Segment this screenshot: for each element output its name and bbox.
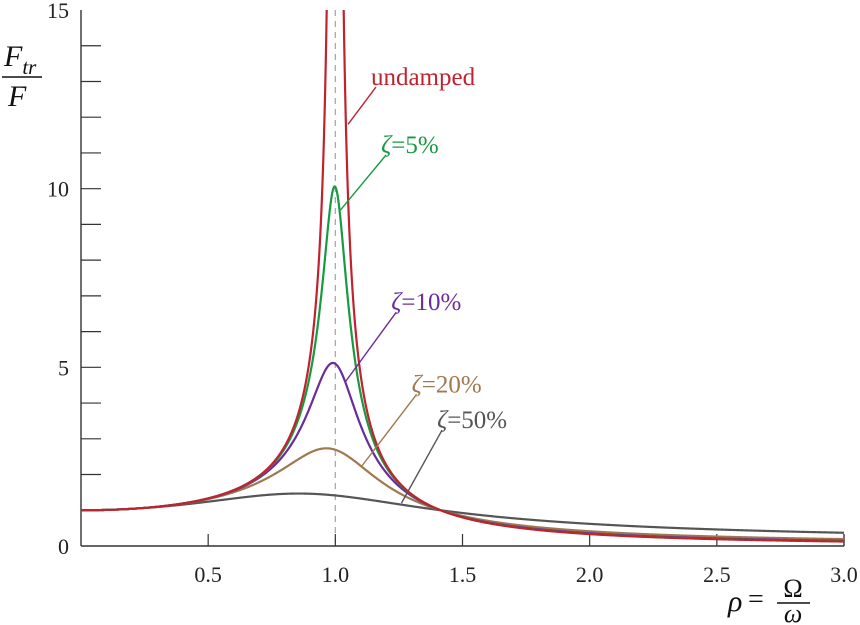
series-label-greek: ζ	[391, 289, 403, 316]
series-label: ζ=10%	[391, 289, 461, 316]
series-leader-line	[347, 86, 377, 125]
series-label-text: =50%	[447, 407, 507, 434]
x-tick-label: 3.0	[830, 562, 858, 587]
series-label: undamped	[371, 64, 476, 91]
x-label-denominator: ω	[784, 599, 802, 625]
series-leader-line	[339, 154, 387, 211]
series-label: ζ=20%	[412, 371, 482, 398]
series-line	[81, 185, 844, 543]
y-ticks: 0 5 10 15	[47, 0, 101, 559]
x-tick-label: 2.0	[576, 562, 604, 587]
series-leader-line	[400, 429, 443, 504]
series-line	[81, 10, 844, 543]
x-label-equals: =	[748, 584, 764, 615]
svg-text:Ftr: Ftr	[3, 40, 37, 79]
series-leader-line	[344, 311, 397, 383]
y-label-numerator: F	[3, 40, 23, 73]
x-label-numerator: Ω	[783, 574, 802, 603]
series-label-text: undamped	[371, 64, 476, 91]
series-label: ζ=50%	[437, 407, 507, 434]
series-labels: ζ=50%ζ=20%ζ=10%ζ=5%undamped	[339, 64, 507, 504]
y-label-subscript: tr	[22, 55, 37, 79]
series-line	[81, 447, 844, 541]
y-tick-label: 5	[58, 355, 69, 380]
x-tick-label: 2.5	[703, 562, 731, 587]
x-label-symbol: ρ	[727, 585, 742, 618]
series-leader-line	[360, 393, 418, 468]
y-axis-label: Ftr F	[2, 40, 42, 113]
y-tick-label: 0	[58, 534, 69, 559]
series-label-text: =5%	[391, 132, 438, 159]
x-ticks: 0.5 1.0 1.5 2.0 2.5 3.0	[194, 534, 858, 587]
series-label-greek: ζ	[412, 371, 424, 398]
series-label-greek: ζ	[381, 132, 393, 159]
x-tick-label: 1.5	[449, 562, 477, 587]
x-tick-label: 0.5	[194, 562, 222, 587]
series-label-greek: ζ	[437, 407, 449, 434]
y-label-denominator: F	[7, 80, 27, 113]
y-tick-label: 15	[47, 0, 69, 23]
series-curves	[81, 10, 844, 543]
y-tick-label: 10	[47, 177, 69, 202]
series-label-text: =20%	[422, 371, 482, 398]
series-label: ζ=5%	[381, 132, 439, 159]
series-label-text: =10%	[401, 289, 461, 316]
series-line	[81, 492, 844, 534]
x-tick-label: 1.0	[322, 562, 350, 587]
x-axis-label: ρ = Ω ω	[727, 574, 810, 625]
